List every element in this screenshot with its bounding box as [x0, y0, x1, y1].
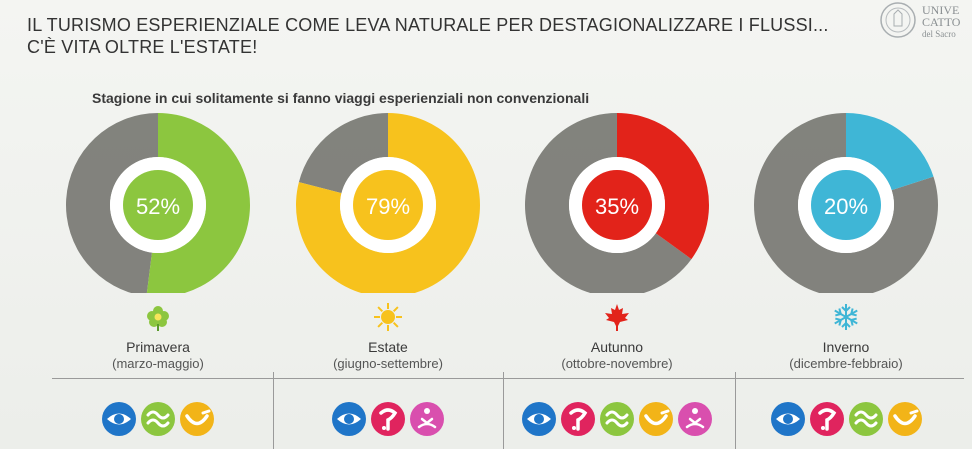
eye-icon [101, 401, 137, 437]
season-range: (giugno-settembre) [333, 356, 443, 371]
donut-slice-remainder [525, 113, 692, 293]
donut-chart-inverno: 20% [746, 113, 946, 293]
logo-line-2: CATTO [922, 15, 961, 29]
percent-badge [582, 170, 652, 240]
donut-slice-value [146, 113, 250, 293]
snowflake-icon [831, 302, 861, 332]
season-range: (ottobre-novembre) [561, 356, 673, 371]
university-name: UNIVE CATTO del Sacro [922, 4, 972, 40]
donut-slice-remainder [66, 113, 158, 293]
chart-subtitle: Stagione in cui solitamente si fanno via… [92, 90, 590, 106]
sun-icon [373, 302, 403, 332]
eye-icon [521, 401, 557, 437]
logo-line-1: UNIVE [922, 4, 960, 17]
maple-leaf-icon [602, 302, 632, 332]
season-range: (dicembre-febbraio) [789, 356, 903, 371]
logo-line-3: del Sacro [922, 29, 956, 39]
divider-line [52, 378, 964, 379]
hand-icon [560, 401, 596, 437]
seal-icon [880, 2, 916, 38]
percent-label: 52% [136, 194, 180, 219]
donut-svg: 35% [525, 113, 709, 293]
donut-slice-value [846, 113, 934, 191]
donut-chart-autunno: 35% [517, 113, 717, 293]
wave-icon [599, 401, 635, 437]
percent-label: 79% [366, 194, 410, 219]
column-divider [735, 372, 736, 449]
percent-label: 35% [595, 194, 639, 219]
percent-badge [353, 170, 423, 240]
title-line-2: C'È VITA OLTRE L'ESTATE! [27, 37, 258, 57]
donut-slice-value [617, 113, 709, 260]
percent-badge [123, 170, 193, 240]
season-name: Estate [368, 339, 408, 355]
donut-chart-primavera: 52% [58, 113, 258, 293]
donut-slice-remainder [754, 113, 938, 293]
page-title: IL TURISMO ESPERIENZIALE COME LEVA NATUR… [27, 14, 907, 58]
hand-icon [370, 401, 406, 437]
smile-icon [638, 401, 674, 437]
season-name: Inverno [822, 339, 870, 355]
flower-icon [143, 302, 173, 332]
percent-label: 20% [824, 194, 868, 219]
eye-icon [331, 401, 367, 437]
donut-svg: 20% [754, 113, 938, 293]
university-logo [860, 0, 972, 50]
donut-svg: 79% [296, 113, 480, 293]
season-name: Autunno [590, 339, 644, 355]
title-line-1: IL TURISMO ESPERIENZIALE COME LEVA NATUR… [27, 15, 829, 35]
donut-svg: 52% [66, 113, 250, 293]
season-range: (marzo-maggio) [112, 356, 204, 371]
eye-icon [770, 401, 806, 437]
column-divider [503, 372, 504, 449]
column-divider [273, 372, 274, 449]
lotus-icon [409, 401, 445, 437]
wave-icon [140, 401, 176, 437]
percent-badge [811, 170, 881, 240]
hand-icon [809, 401, 845, 437]
smile-icon [887, 401, 923, 437]
smile-icon [179, 401, 215, 437]
donut-slice-value [296, 113, 480, 293]
season-name: Primavera [126, 339, 190, 355]
wave-icon [848, 401, 884, 437]
donut-chart-estate: 79% [288, 113, 488, 293]
lotus-icon [677, 401, 713, 437]
donut-slice-remainder [298, 113, 388, 194]
